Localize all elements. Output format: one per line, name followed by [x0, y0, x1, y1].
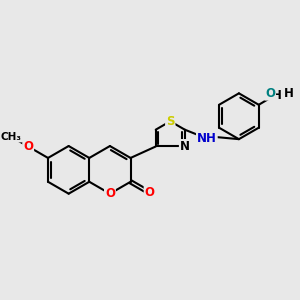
Text: CH₃: CH₃ — [1, 132, 22, 142]
Text: N: N — [180, 140, 190, 153]
Text: H: H — [272, 89, 282, 102]
Text: S: S — [166, 115, 175, 128]
Text: O: O — [145, 186, 154, 199]
Text: H: H — [284, 87, 293, 100]
Text: O: O — [265, 87, 275, 100]
Text: O: O — [105, 187, 115, 200]
Text: NH: NH — [197, 132, 217, 145]
Text: O: O — [23, 140, 33, 153]
